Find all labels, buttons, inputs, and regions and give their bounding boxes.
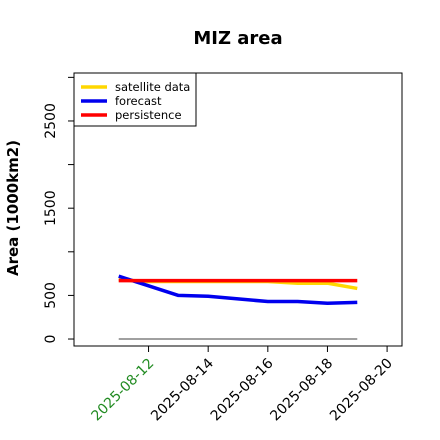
x-tick-label: 2025-08-18 [267,356,336,425]
x-tick-label: 2025-08-12 [89,356,158,425]
plot-frame [73,72,403,347]
series-line-forecast [118,274,358,306]
legend-label: forecast [115,94,162,108]
chart-title: MIZ area [193,28,282,49]
series-layer [118,274,358,340]
y-tick-label: 2500 [43,103,59,139]
legend-label: satellite data [115,80,190,94]
y-tick-label: 500 [43,282,59,309]
x-axis: 2025-08-122025-08-142025-08-162025-08-18… [89,346,396,424]
y-axis: 0 500 1500 2500 [43,76,74,344]
y-axis-title: Area (1000km2) [4,140,22,276]
y-tick-label: 0 [43,335,59,344]
x-tick-label: 2025-08-20 [327,356,396,425]
x-tick-label: 2025-08-16 [208,355,277,424]
y-tick-label: 1500 [43,190,59,226]
legend-label: persistence [115,108,182,122]
x-tick-label: 2025-08-14 [148,355,217,424]
